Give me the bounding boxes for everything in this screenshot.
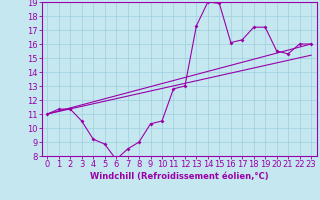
X-axis label: Windchill (Refroidissement éolien,°C): Windchill (Refroidissement éolien,°C) (90, 172, 268, 181)
